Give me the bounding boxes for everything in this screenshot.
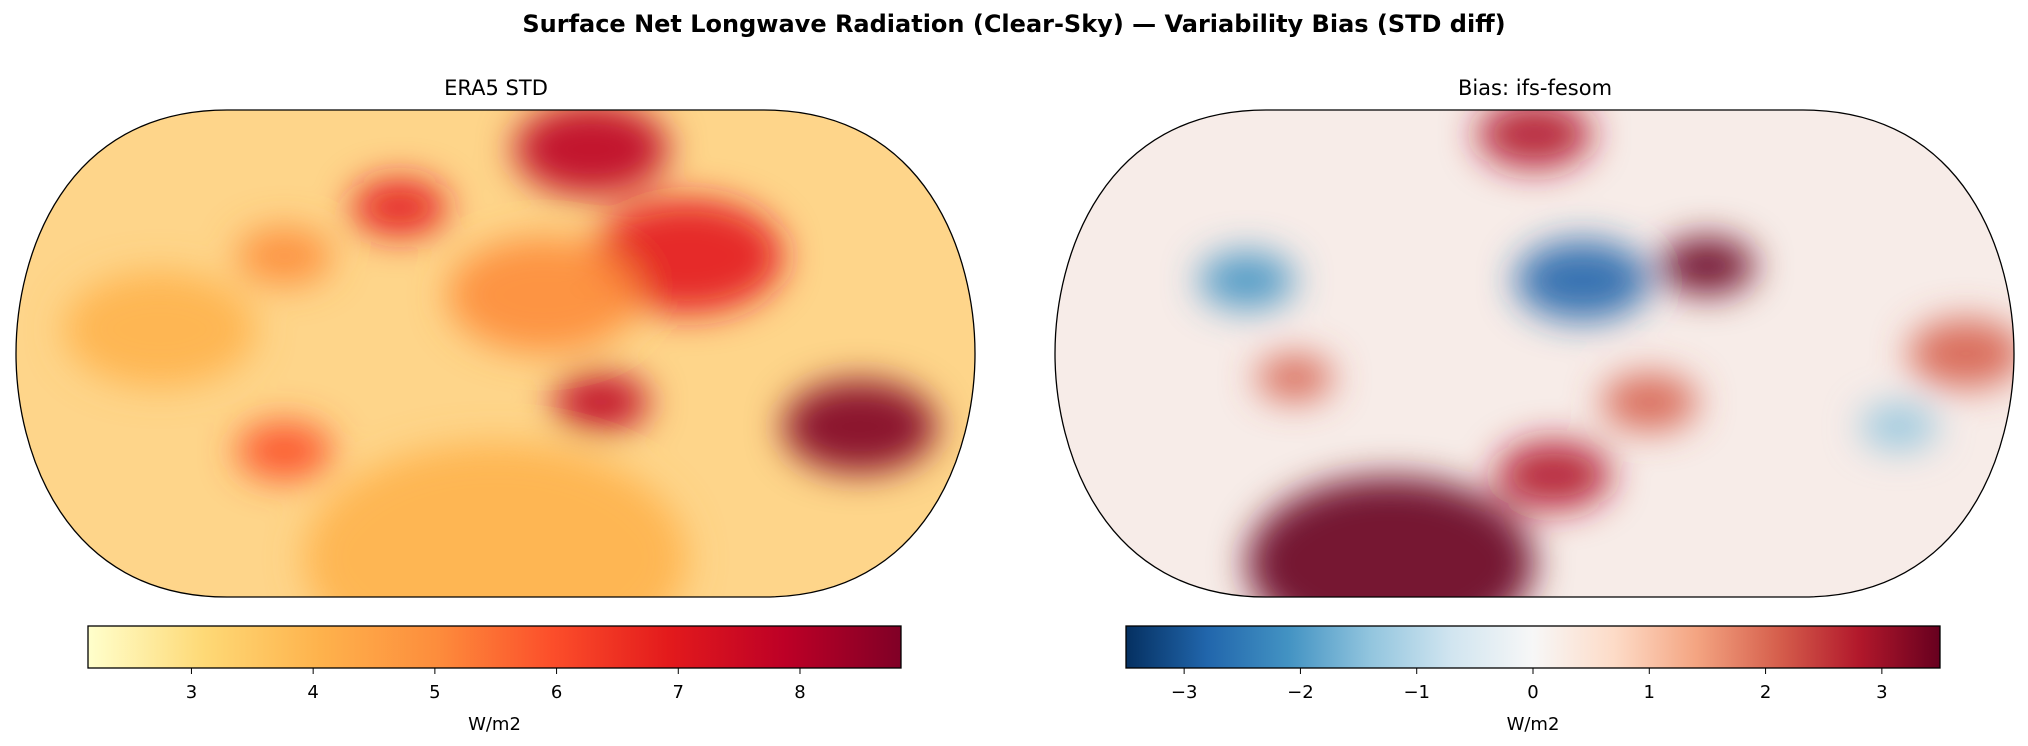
field-region <box>63 271 256 387</box>
colorbar-tick-label: 2 <box>1760 682 1771 703</box>
colorbar-0 <box>87 625 902 669</box>
field-region <box>447 237 640 353</box>
colorbar-label: W/m2 <box>468 714 521 735</box>
field-region <box>1860 403 1938 450</box>
field-region <box>783 380 937 473</box>
field-region <box>1601 373 1698 431</box>
colorbar-tick-label: 7 <box>673 682 684 703</box>
colorbar-tick-label: 5 <box>429 682 440 703</box>
field-region <box>1256 354 1334 401</box>
map-boundary <box>1054 109 2015 598</box>
colorbar-tick-label: 0 <box>1527 682 1538 703</box>
field-region <box>1659 237 1756 295</box>
field-region <box>1496 440 1612 510</box>
colorbar-tick-label: −3 <box>1171 682 1198 703</box>
left-panel-title: ERA5 STD <box>444 76 548 100</box>
map-0 <box>16 110 975 597</box>
field-region <box>1476 110 1593 169</box>
colorbar-label: W/m2 <box>1507 714 1560 735</box>
field-region <box>514 110 669 195</box>
map-1 <box>1055 110 2014 597</box>
right-panel-title: Bias: ifs-fesom <box>1457 76 1613 100</box>
field-region <box>351 178 448 237</box>
field-region <box>1515 240 1650 321</box>
field-region <box>236 227 333 285</box>
colorbar-tick-label: 6 <box>551 682 562 703</box>
field-region <box>1198 251 1295 310</box>
map-background <box>1055 110 2014 597</box>
colorbar-tick-label: 1 <box>1644 682 1655 703</box>
colorbar-1 <box>1125 625 1941 669</box>
field-region <box>591 198 784 314</box>
map-boundary <box>15 109 976 598</box>
colorbar-tick-label: 4 <box>307 682 318 703</box>
field-region <box>303 442 688 597</box>
figure-title: Surface Net Longwave Radiation (Clear-Sk… <box>522 10 1506 38</box>
colorbar-tick-label: 3 <box>1876 682 1887 703</box>
field-region <box>1908 318 2014 389</box>
colorbar-tick-label: −1 <box>1403 682 1430 703</box>
field-region <box>553 373 649 431</box>
colorbar-tick-label: 3 <box>186 682 197 703</box>
field-region <box>236 422 333 480</box>
colorbar-tick-label: −2 <box>1287 682 1314 703</box>
field-region <box>1246 476 1535 597</box>
colorbar-tick-label: 8 <box>794 682 805 703</box>
